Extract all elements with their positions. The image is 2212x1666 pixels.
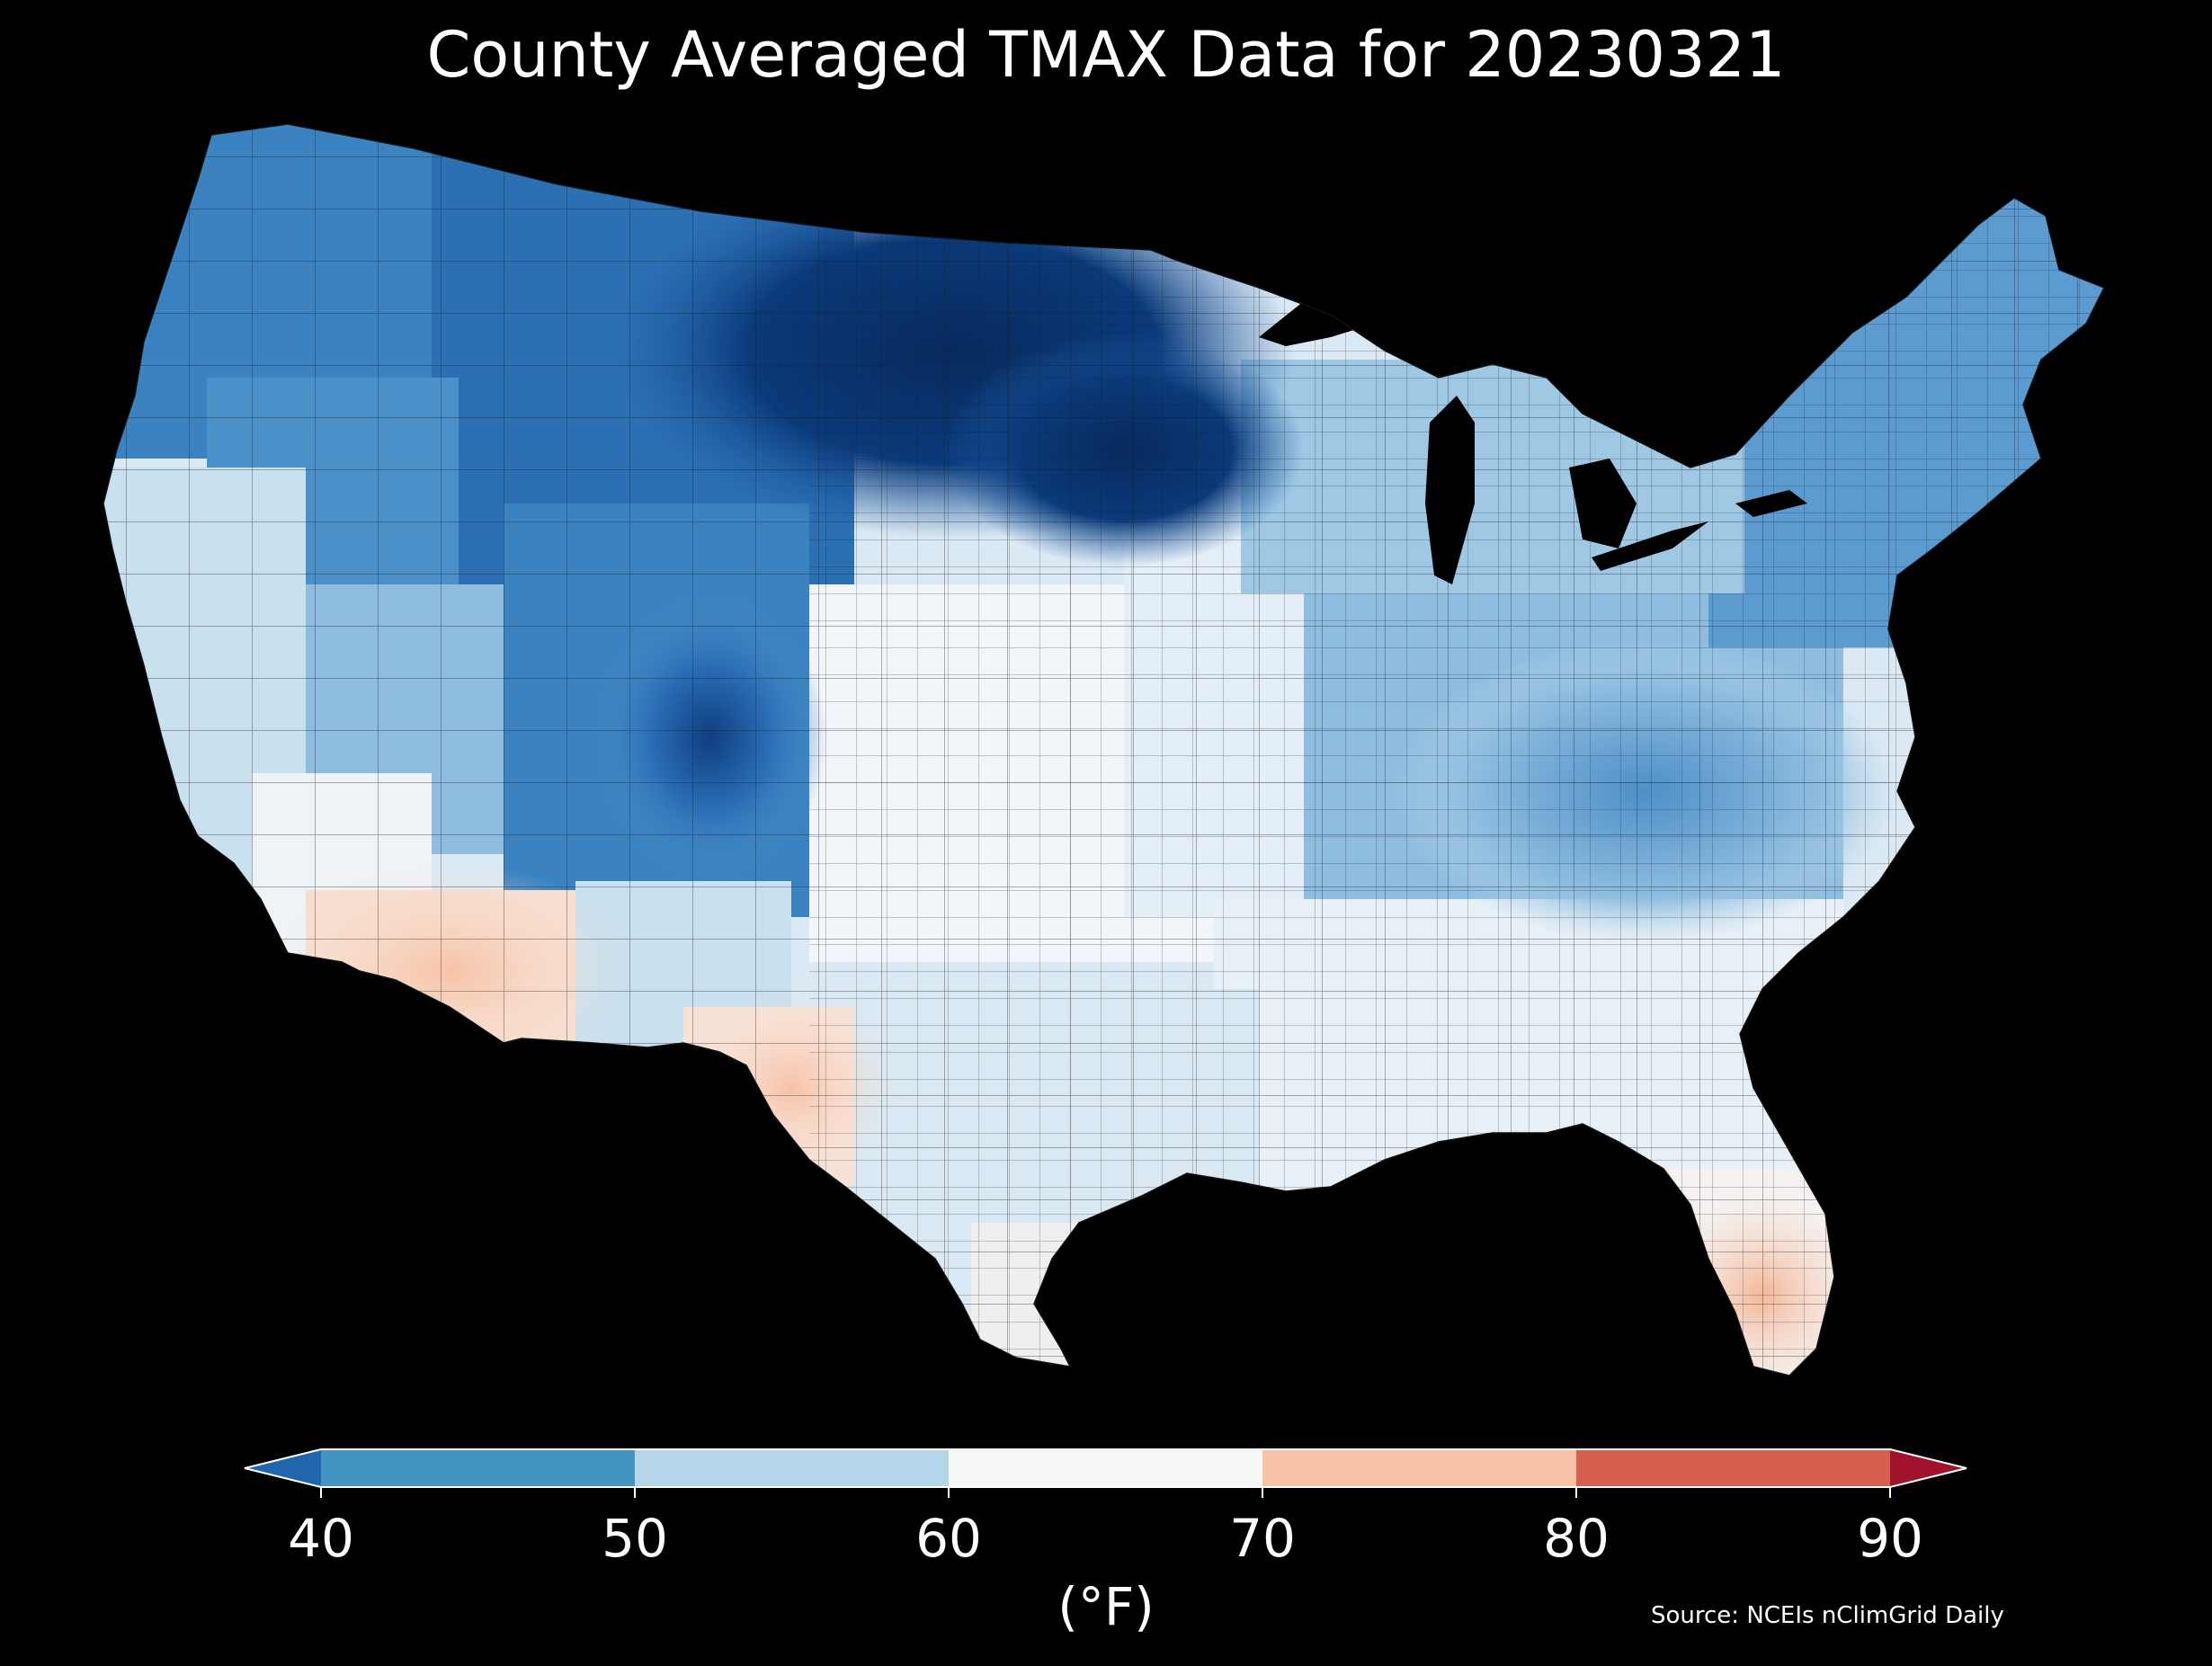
lake-superior [1259,288,1403,346]
colorbar-tick-90: 90 [1857,1508,1923,1569]
great-lakes [1259,288,1807,584]
colorbar-tick-60: 60 [915,1508,982,1569]
lake-erie [1592,521,1708,571]
lake-ontario [1735,490,1807,517]
colorbar-bin-50-60 [635,1449,949,1487]
colorbar-tick-40: 40 [288,1508,354,1569]
lake-michigan [1425,396,1475,584]
source-attribution: Source: NCEIs nClimGrid Daily [1651,1602,2004,1629]
colorbar-extend-high [1890,1449,1967,1487]
colorbar-tick-50: 50 [602,1508,668,1569]
figure-title: County Averaged TMAX Data for 20230321 [426,18,1786,92]
colorbar-bins [244,1448,1967,1498]
colorbar-bin-70-80 [1262,1449,1576,1487]
colorbar-bin-80-90 [1576,1449,1890,1487]
colorbar-tick-70: 70 [1229,1508,1296,1569]
colorbar-tick-80: 80 [1543,1508,1610,1569]
lake-huron [1569,459,1637,548]
colorbar-extend-low [245,1449,321,1487]
colorbar-bin-40-50 [321,1449,635,1487]
colorbar-unit-label: (°F) [1057,1576,1155,1637]
colorbar-bin-60-70 [949,1449,1262,1487]
